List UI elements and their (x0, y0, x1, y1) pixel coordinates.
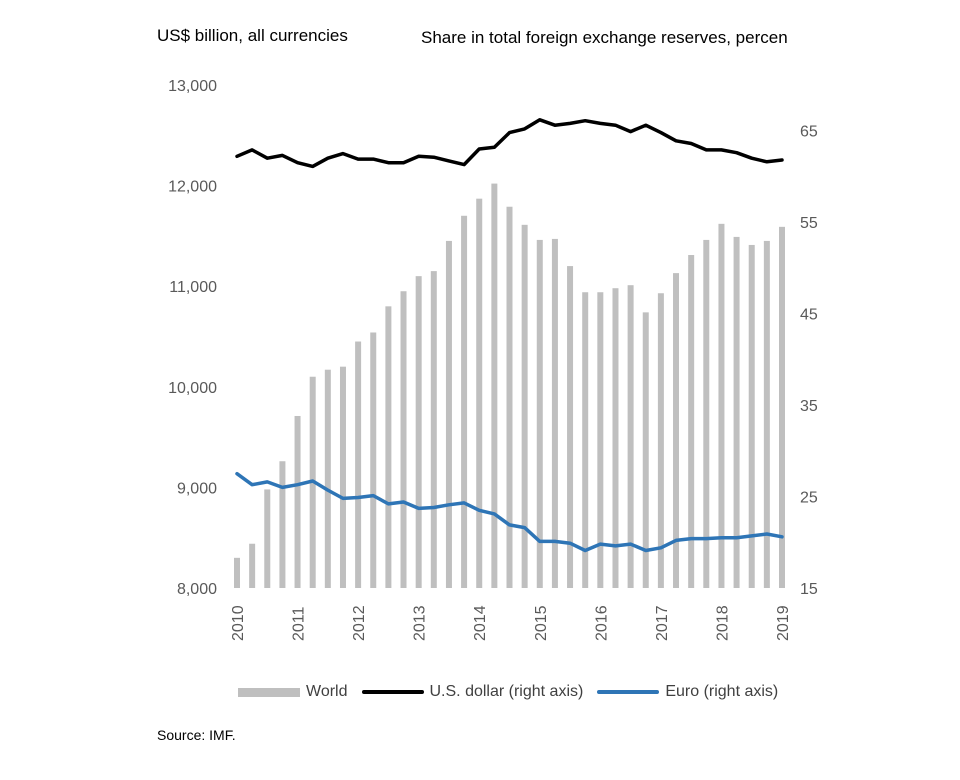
bar-world (567, 266, 574, 588)
left-tick-label: 12,000 (168, 179, 217, 196)
left-tick-label: 8,000 (177, 581, 217, 598)
right-axis-title: Share in total foreign exchange reserves… (421, 28, 788, 47)
x-tick-label: 2010 (230, 605, 247, 641)
right-tick-label: 65 (800, 124, 818, 141)
bar-world (355, 341, 362, 588)
bar-world (430, 271, 437, 588)
bar-world (612, 288, 619, 588)
bar-world (688, 255, 695, 588)
legend-swatch-euro (597, 690, 660, 694)
chart-legend: World U.S. dollar (right axis) Euro (rig… (238, 683, 792, 701)
bar-world (279, 461, 286, 588)
bar-world (400, 291, 407, 588)
bar-world (234, 557, 240, 588)
left-tick-label: 11,000 (169, 279, 217, 296)
right-tick-label: 45 (800, 307, 818, 324)
bar-world (779, 226, 785, 588)
bar-world (491, 183, 498, 588)
bar-world (476, 198, 483, 589)
legend-swatch-usd (361, 690, 424, 694)
reserves-chart: 8,000 9,000 10,000 11,000 12,000 13,000 15 25 35… (168, 78, 818, 641)
bar-world (551, 238, 558, 588)
legend-label-world: World (306, 683, 348, 700)
right-tick-label: 25 (800, 490, 818, 507)
x-tick-label: 2013 (412, 605, 429, 641)
bar-world (733, 236, 740, 588)
bar-world (521, 224, 528, 589)
bar-world (264, 489, 271, 588)
bar-world (627, 285, 634, 588)
line-euro (235, 471, 784, 553)
x-tick-label: 2015 (533, 605, 550, 641)
bar-world (339, 366, 346, 588)
x-tick-label: 2018 (714, 605, 731, 641)
left-tick-label: 13,000 (168, 78, 217, 95)
bar-world (506, 206, 513, 588)
legend-item-world: World (238, 683, 348, 701)
left-tick-label: 9,000 (177, 480, 217, 497)
source-note: Source: IMF. (157, 727, 236, 743)
bar-world (763, 240, 770, 588)
legend-item-euro: Euro (right axis) (597, 683, 778, 701)
bar-world (582, 292, 589, 588)
legend-label-usd: U.S. dollar (right axis) (429, 683, 584, 700)
right-tick-label: 35 (800, 398, 818, 415)
bar-world (536, 239, 543, 588)
bar-world (597, 292, 604, 588)
x-tick-label: 2014 (472, 605, 489, 641)
bar-world (703, 239, 710, 588)
bar-world (461, 215, 468, 588)
bar-world (748, 244, 755, 589)
x-tick-label: 2012 (351, 605, 368, 641)
legend-item-usd: U.S. dollar (right axis) (361, 683, 584, 701)
x-tick-label: 2016 (593, 605, 610, 641)
x-tick-label: 2017 (654, 605, 671, 641)
bar-world (385, 306, 392, 588)
legend-label-euro: Euro (right axis) (665, 683, 779, 700)
bar-world (642, 312, 649, 588)
x-tick-label: 2011 (291, 606, 308, 641)
bar-world (673, 273, 680, 588)
left-axis-title: US$ billion, all currencies (157, 26, 348, 45)
legend-swatch-world (238, 687, 300, 697)
right-tick-label: 55 (800, 215, 818, 232)
bar-world (718, 223, 725, 588)
right-tick-label: 15 (800, 581, 818, 598)
bar-world (415, 276, 422, 588)
bar-world (445, 240, 452, 588)
line-us-dollar (235, 118, 784, 169)
bar-world (249, 543, 256, 588)
bar-world (370, 332, 377, 588)
bar-world (324, 369, 331, 588)
bar-world (657, 293, 664, 588)
bar-world (294, 415, 301, 588)
x-tick-label: 2019 (775, 605, 792, 641)
left-tick-label: 10,000 (168, 380, 217, 397)
